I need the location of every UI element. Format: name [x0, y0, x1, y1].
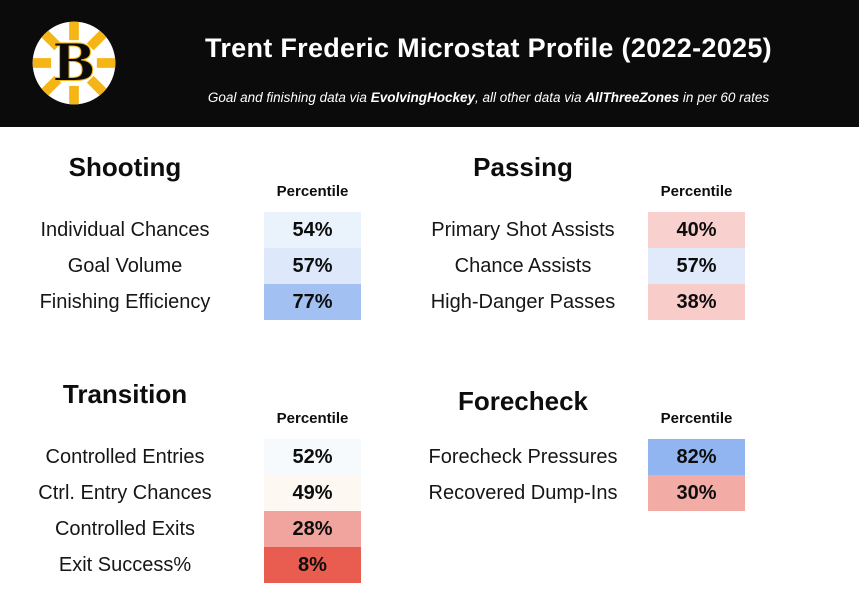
stat-row-forecheck-pressures: Forecheck Pressures 82%: [408, 439, 745, 475]
stat-row-finishing-efficiency: Finishing Efficiency 77%: [15, 284, 361, 320]
stat-label: Recovered Dump-Ins: [428, 481, 618, 504]
data-source-subtitle: Goal and finishing data via EvolvingHock…: [132, 90, 845, 105]
percentile-column-header: Percentile: [660, 183, 733, 200]
percentile-cell: 49%: [264, 475, 361, 511]
stat-row-primary-shot-assists: Primary Shot Assists 40%: [408, 212, 745, 248]
percentile-cell: 30%: [648, 475, 745, 511]
percentile-cell: 52%: [264, 439, 361, 475]
subtitle-source-evolvinghockey: EvolvingHockey: [370, 90, 475, 105]
bruins-logo-icon: B: [32, 21, 116, 105]
stat-row-recovered-dump-ins: Recovered Dump-Ins 30%: [408, 475, 745, 511]
stat-label: Exit Success%: [58, 553, 192, 576]
stat-row-chance-assists: Chance Assists 57%: [408, 248, 745, 284]
percentile-cell: 54%: [264, 212, 361, 248]
percentile-column-header: Percentile: [276, 410, 349, 427]
stat-label: Ctrl. Entry Chances: [38, 481, 212, 504]
stat-label: Chance Assists: [454, 254, 592, 277]
percentile-cell: 40%: [648, 212, 745, 248]
stat-label: Primary Shot Assists: [431, 218, 615, 241]
stat-row-controlled-exits: Controlled Exits 28%: [15, 511, 361, 547]
page-title: Trent Frederic Microstat Profile (2022-2…: [205, 33, 772, 63]
percentile-cell: 82%: [648, 439, 745, 475]
bruins-logo-letter: B: [52, 34, 95, 94]
stat-rows: Primary Shot Assists 40% Chance Assists …: [408, 212, 745, 320]
section-passing: Passing Percentile Primary Shot Assists …: [408, 140, 745, 340]
section-title-passing: Passing: [473, 152, 573, 182]
percentile-cell: 77%: [264, 284, 361, 320]
stat-label: Controlled Entries: [45, 445, 205, 468]
subtitle-source-allthreezones: AllThreeZones: [585, 90, 680, 105]
stat-row-goal-volume: Goal Volume 57%: [15, 248, 361, 284]
stat-label: Controlled Exits: [54, 517, 196, 540]
stat-rows: Controlled Entries 52% Ctrl. Entry Chanc…: [15, 439, 361, 583]
stat-row-ctrl-entry-chances: Ctrl. Entry Chances 49%: [15, 475, 361, 511]
stat-label: Forecheck Pressures: [428, 445, 618, 468]
header-banner: B Trent Frederic Microstat Profile (2022…: [0, 0, 859, 127]
section-transition: Transition Percentile Controlled Entries…: [15, 367, 361, 597]
stat-label: Individual Chances: [40, 218, 210, 241]
percentile-cell: 8%: [264, 547, 361, 583]
section-title-transition: Transition: [62, 379, 188, 409]
stat-rows: Forecheck Pressures 82% Recovered Dump-I…: [408, 439, 745, 511]
stat-label: Goal Volume: [67, 254, 183, 277]
percentile-cell: 38%: [648, 284, 745, 320]
section-title-shooting: Shooting: [68, 152, 182, 182]
section-title-forecheck: Forecheck: [457, 386, 589, 416]
percentile-cell: 57%: [648, 248, 745, 284]
stat-row-controlled-entries: Controlled Entries 52%: [15, 439, 361, 475]
percentile-cell: 57%: [264, 248, 361, 284]
percentile-column-header: Percentile: [660, 410, 733, 427]
percentile-column-header: Percentile: [276, 183, 349, 200]
percentile-cell: 28%: [264, 511, 361, 547]
section-shooting: Shooting Percentile Individual Chances 5…: [15, 140, 361, 340]
stat-label: Finishing Efficiency: [39, 290, 211, 313]
stat-rows: Individual Chances 54% Goal Volume 57% F…: [15, 212, 361, 320]
subtitle-segment: , all other data via: [474, 90, 586, 105]
subtitle-segment: in per 60 rates: [679, 90, 770, 105]
section-forecheck: Forecheck Percentile Forecheck Pressures…: [408, 367, 745, 597]
stat-label: High-Danger Passes: [430, 290, 616, 313]
stat-row-high-danger-passes: High-Danger Passes 38%: [408, 284, 745, 320]
stat-row-individual-chances: Individual Chances 54%: [15, 212, 361, 248]
subtitle-segment: Goal and finishing data via: [207, 90, 371, 105]
stat-row-exit-success: Exit Success% 8%: [15, 547, 361, 583]
